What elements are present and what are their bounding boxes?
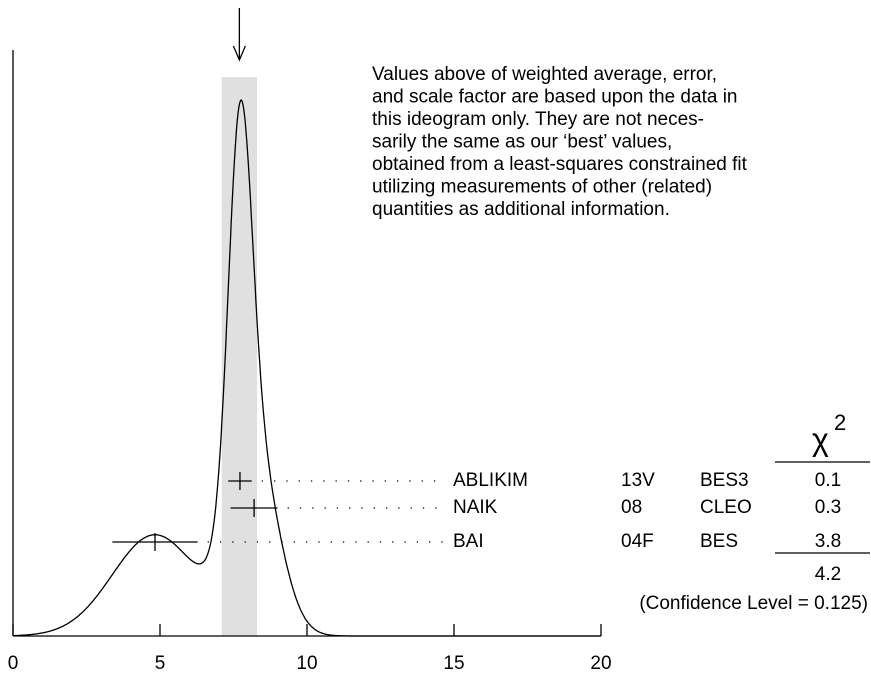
measurement-year: 13V [621,470,655,491]
measurement-name: NAIK [453,497,498,518]
average-band [221,77,258,636]
chi2-exponent: 2 [834,410,846,435]
ideogram-curve [13,99,601,637]
chi2-symbol: χ [812,421,829,457]
chi2-total: 4.2 [815,564,841,585]
measurement-experiment: CLEO [700,497,752,518]
note-line: this ideogram only. They are not neces- [372,109,704,130]
measurement-chi2: 0.1 [815,470,841,491]
x-tick-label: 10 [296,653,317,673]
measurement-year: 08 [621,497,642,518]
note-line: utilizing measurements of other (related… [372,177,712,198]
note-line: and scale factor are based upon the data… [372,87,737,108]
arrow-head [232,45,246,62]
confidence-level: (Confidence Level = 0.125) [639,593,868,614]
x-tick-label: 5 [155,653,166,673]
note-line: sarily the same as our ‘best’ values, [372,132,672,153]
measurement-experiment: BES [700,531,738,552]
x-tick-label: 20 [590,653,611,673]
measurement-name: ABLIKIM [453,470,528,491]
x-tick-label: 15 [443,653,464,673]
x-tick-label: 0 [8,653,19,673]
measurement-chi2: 3.8 [815,531,841,552]
measurement-experiment: BES3 [700,470,749,491]
note-line: obtained from a least-squares constraine… [372,154,748,175]
note-line: quantities as additional information. [372,199,670,220]
measurement-chi2: 0.3 [815,497,841,518]
note-line: Values above of weighted average, error, [372,64,717,85]
measurement-name: BAI [453,531,484,552]
measurement-year: 04F [621,531,654,552]
